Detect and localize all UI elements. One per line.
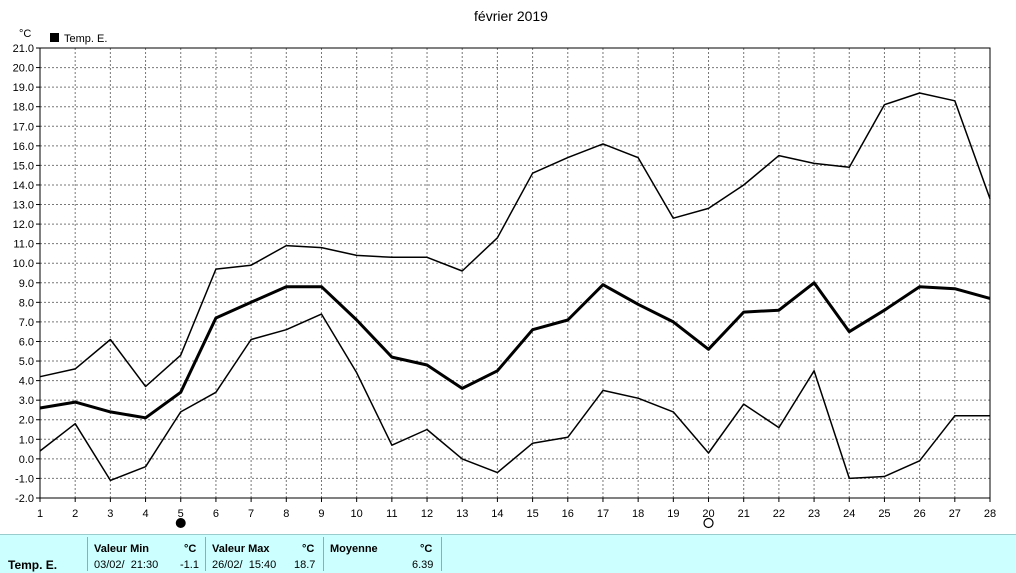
chart-title: février 2019 bbox=[474, 8, 548, 24]
x-tick-label: 26 bbox=[914, 508, 926, 520]
min-unit: °C bbox=[184, 543, 197, 555]
y-tick-label: 21.0 bbox=[13, 43, 34, 55]
x-tick-label: 7 bbox=[248, 508, 254, 520]
y-tick-label: 17.0 bbox=[13, 121, 34, 133]
x-tick-label: 4 bbox=[142, 508, 148, 520]
series-line-max bbox=[39, 92, 991, 388]
y-tick-label: 8.0 bbox=[19, 297, 34, 309]
moon-phases bbox=[175, 517, 714, 529]
y-unit-label: °C bbox=[19, 28, 31, 40]
max-datetime: 26/02/ 15:40 bbox=[212, 559, 277, 571]
x-tick-label: 6 bbox=[213, 508, 219, 520]
y-tick-label: 15.0 bbox=[13, 160, 34, 172]
x-tick-label: 13 bbox=[456, 508, 468, 520]
x-tick-label: 15 bbox=[526, 508, 538, 520]
x-tick-label: 12 bbox=[421, 508, 433, 520]
x-tick-label: 17 bbox=[597, 508, 609, 520]
min-datetime: 03/02/ 21:30 bbox=[94, 559, 159, 571]
legend-swatch bbox=[50, 33, 59, 42]
grid bbox=[39, 47, 991, 499]
y-tick-label: 7.0 bbox=[19, 317, 34, 329]
series-line-mean bbox=[39, 281, 991, 420]
y-tick-label: 3.0 bbox=[19, 395, 34, 407]
mean-value: 6.39 bbox=[412, 559, 434, 571]
max-header: Valeur Max bbox=[212, 543, 270, 555]
plot-frame bbox=[39, 47, 991, 499]
x-tick-label: 3 bbox=[107, 508, 113, 520]
full-moon-icon bbox=[703, 517, 714, 529]
x-tick-label: 9 bbox=[318, 508, 324, 520]
max-unit: °C bbox=[302, 543, 315, 555]
y-tick-label: 2.0 bbox=[19, 415, 34, 427]
series-line-min bbox=[39, 313, 990, 482]
x-tick-label: 5 bbox=[178, 508, 184, 520]
y-tick-label: 11.0 bbox=[13, 239, 34, 251]
y-tick-label: -2.0 bbox=[15, 493, 34, 505]
min-header: Valeur Min bbox=[94, 543, 150, 555]
x-tick-label: 24 bbox=[843, 508, 855, 520]
y-tick-label: 12.0 bbox=[13, 219, 34, 231]
x-tick-label: 21 bbox=[738, 508, 750, 520]
x-tick-label: 27 bbox=[949, 508, 961, 520]
x-tick-label: 16 bbox=[562, 508, 574, 520]
y-tick-label: 1.0 bbox=[19, 434, 34, 446]
y-tick-label: 13.0 bbox=[13, 200, 34, 212]
temperature-chart: février 2019 °C Temp. E. -2.0 -1.0 0.0 1.0 2… bbox=[13, 8, 996, 529]
x-tick-label: 18 bbox=[632, 508, 644, 520]
x-tick-label: 10 bbox=[351, 508, 363, 520]
y-tick-label: 4.0 bbox=[19, 376, 34, 388]
x-tick-label: 14 bbox=[491, 508, 503, 520]
x-tick-label: 20 bbox=[702, 508, 714, 520]
series-lines bbox=[39, 92, 991, 482]
y-tick-label: -1.0 bbox=[15, 473, 34, 485]
x-tick-label: 8 bbox=[283, 508, 289, 520]
y-tick-label: 10.0 bbox=[13, 258, 34, 270]
legend-label: Temp. E. bbox=[64, 33, 107, 45]
y-tick-label: 5.0 bbox=[19, 356, 34, 368]
y-tick-label: 18.0 bbox=[13, 102, 34, 114]
x-tick-label: 28 bbox=[984, 508, 996, 520]
y-axis: -2.0 -1.0 0.0 1.0 2.0 3.0 4.0 5.0 6.0 7.0 8.0 9.0 10… bbox=[13, 43, 40, 505]
stats-panel: Temp. E. Valeur Min °C 03/02/ 21:30 -1.1… bbox=[0, 534, 1016, 573]
mean-header: Moyenne bbox=[330, 543, 378, 555]
min-value: -1.1 bbox=[180, 559, 199, 571]
y-tick-label: 19.0 bbox=[13, 82, 34, 94]
mean-unit: °C bbox=[420, 543, 433, 555]
new-moon-icon bbox=[175, 518, 186, 528]
x-tick-label: 11 bbox=[386, 508, 397, 520]
x-tick-label: 19 bbox=[667, 508, 679, 520]
legend: Temp. E. bbox=[50, 33, 107, 45]
x-tick-label: 23 bbox=[808, 508, 820, 520]
x-tick-label: 22 bbox=[773, 508, 785, 520]
y-tick-label: 9.0 bbox=[19, 278, 34, 290]
x-tick-label: 2 bbox=[72, 508, 78, 520]
y-tick-label: 6.0 bbox=[19, 336, 34, 348]
y-tick-label: 0.0 bbox=[19, 454, 34, 466]
x-tick-label: 1 bbox=[37, 508, 43, 520]
x-tick-label: 25 bbox=[878, 508, 890, 520]
x-axis: 1 2 3 4 5 6 7 8 9 10 11 12 13 14 15 16 17 18 19 20 21 22 23 24 2… bbox=[37, 498, 996, 520]
max-value: 18.7 bbox=[294, 559, 316, 571]
y-tick-label: 14.0 bbox=[13, 180, 34, 192]
y-tick-label: 16.0 bbox=[13, 141, 34, 153]
stats-series-label: Temp. E. bbox=[8, 558, 58, 572]
y-tick-label: 20.0 bbox=[13, 63, 34, 75]
